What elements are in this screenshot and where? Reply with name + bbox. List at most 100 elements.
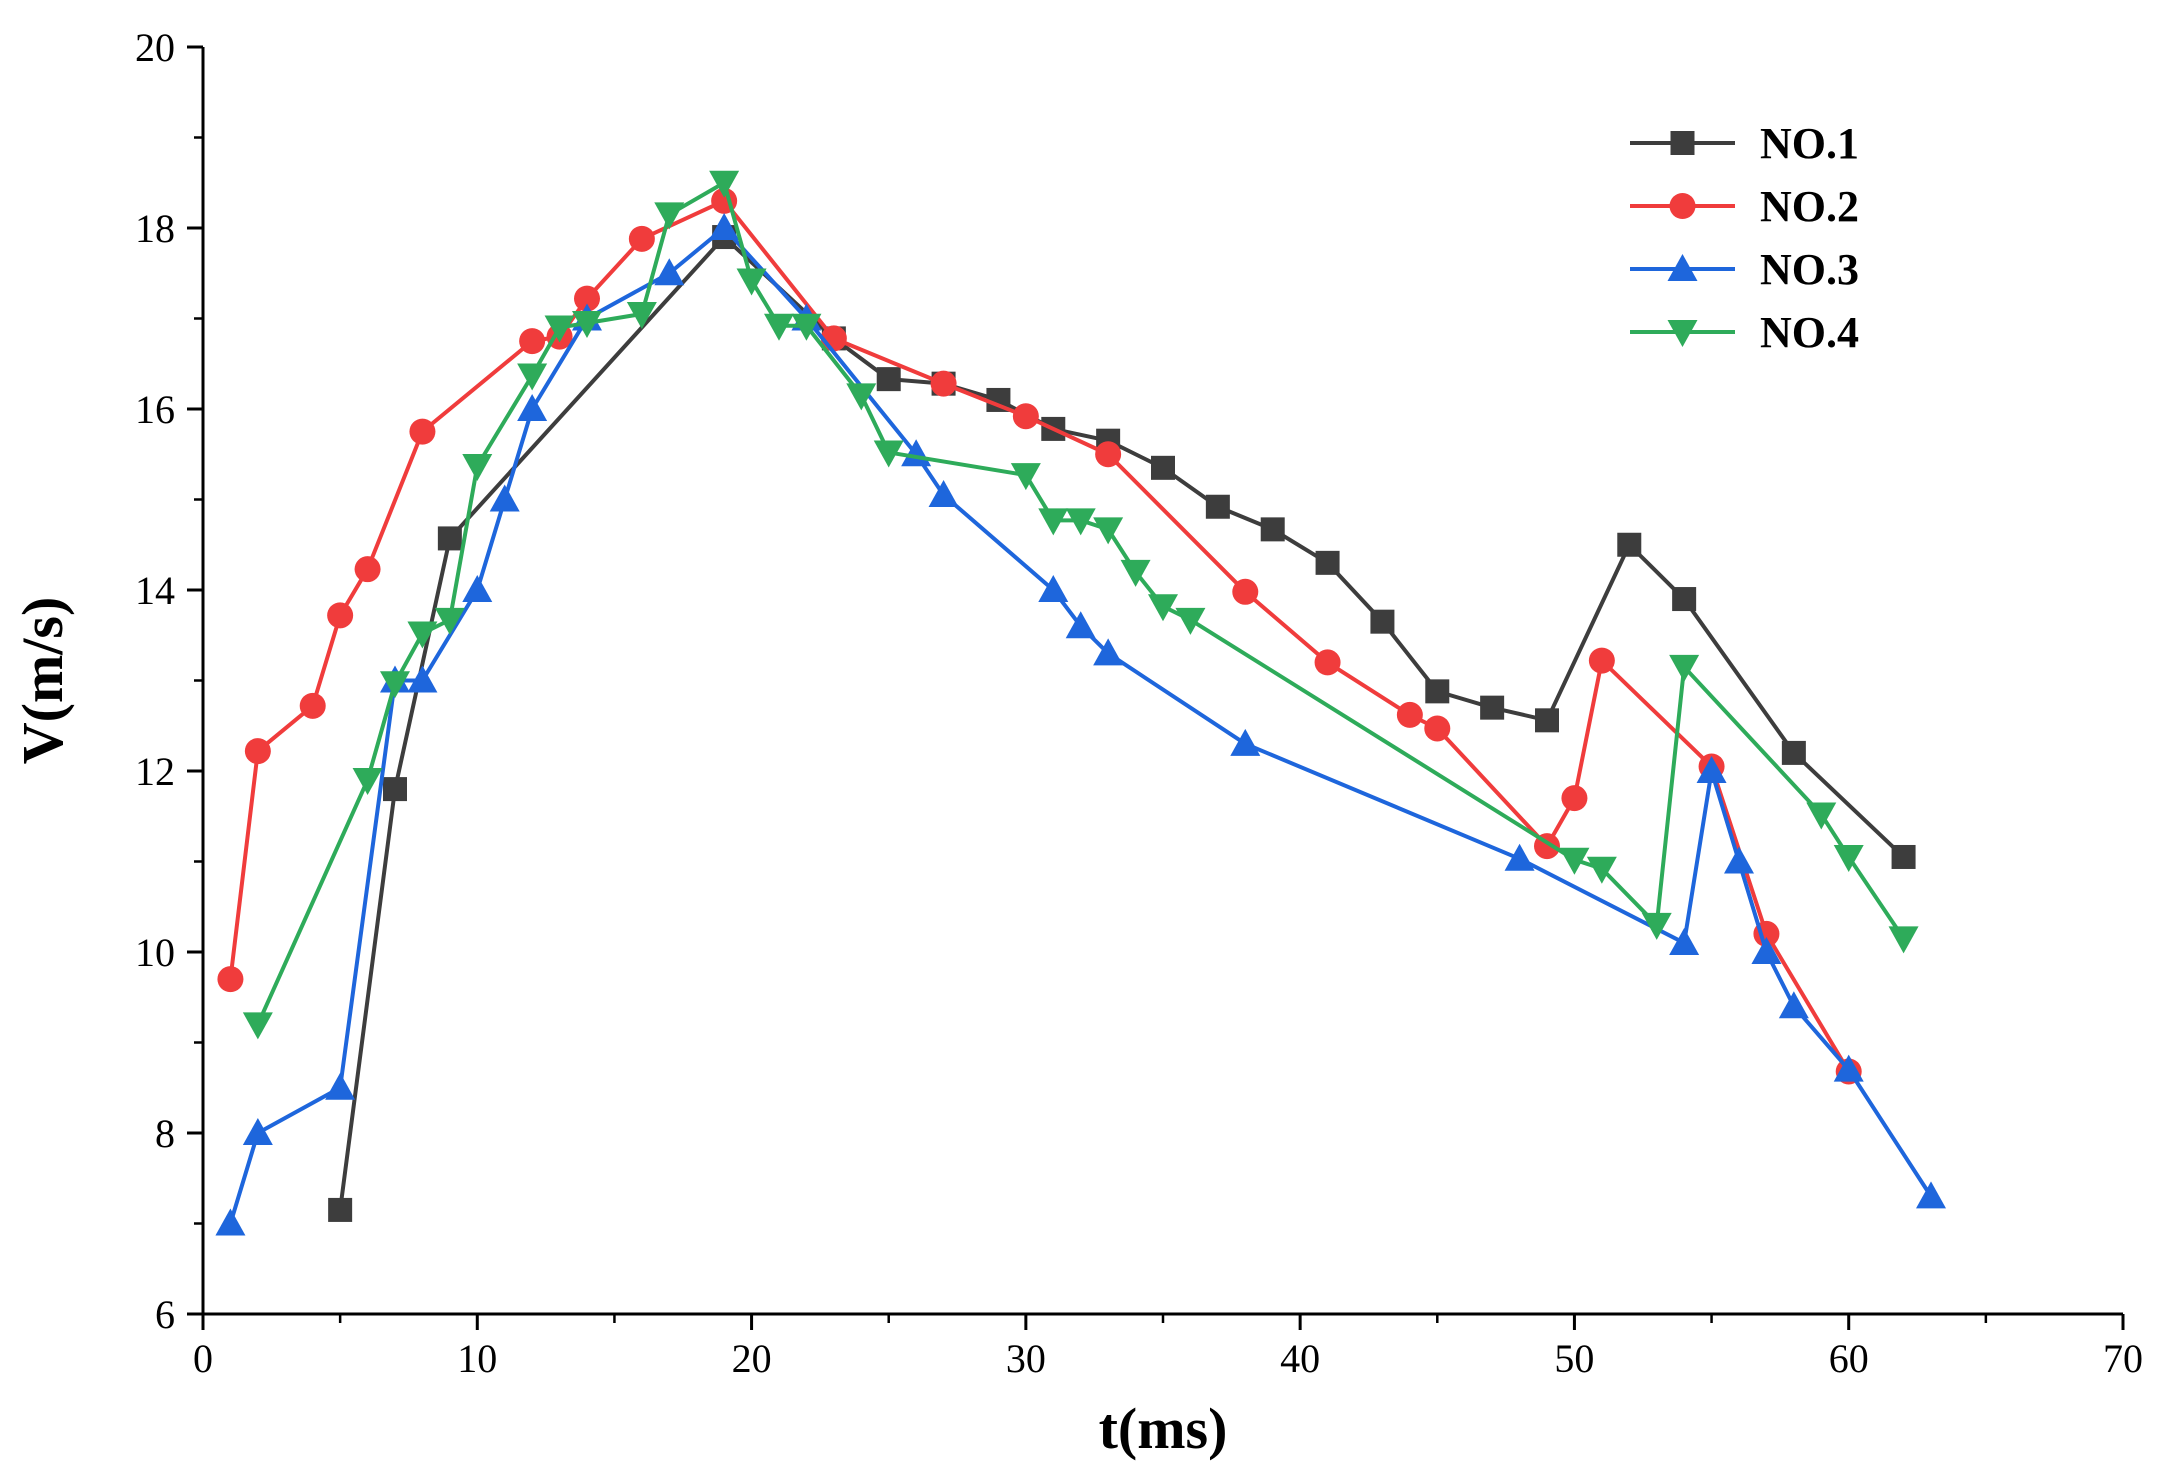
- legend-item: NO.3: [1630, 245, 1859, 294]
- data-point: [1586, 856, 1617, 884]
- data-point: [873, 440, 904, 468]
- data-point: [1148, 594, 1178, 622]
- series-no2: [217, 187, 1862, 1085]
- data-point: [462, 575, 493, 602]
- x-axis: 0 10 20 30 40 50 60 70: [193, 1312, 2143, 1381]
- data-point: [709, 213, 740, 240]
- x-tick-label: 40: [1280, 1336, 1320, 1381]
- data-point: [1778, 991, 1809, 1019]
- data-point: [654, 202, 685, 230]
- y-tick-label: 16: [135, 387, 175, 432]
- data-point: [1232, 578, 1259, 605]
- data-point: [572, 311, 602, 339]
- data-point: [544, 315, 575, 343]
- data-point: [462, 454, 493, 482]
- x-tick-label: 10: [457, 1336, 497, 1381]
- data-point: [325, 1072, 356, 1100]
- data-point: [1561, 785, 1588, 812]
- data-point: [1781, 740, 1806, 765]
- data-point: [846, 383, 877, 411]
- data-point: [1806, 802, 1837, 830]
- data-point: [1230, 728, 1261, 756]
- x-tick-label: 60: [1829, 1336, 1869, 1381]
- data-point: [409, 418, 436, 445]
- data-point: [1724, 846, 1754, 874]
- data-point: [328, 1197, 353, 1222]
- data-point: [1696, 756, 1727, 783]
- data-point: [928, 479, 959, 507]
- data-point: [1010, 463, 1041, 491]
- data-point: [1641, 912, 1672, 940]
- data-point: [437, 526, 462, 551]
- y-tick-label: 14: [135, 568, 175, 613]
- x-tick-label: 0: [193, 1336, 213, 1381]
- data-point: [489, 484, 520, 512]
- data-point: [215, 1208, 246, 1236]
- data-point: [1891, 844, 1916, 869]
- x-tick-label: 70: [2103, 1336, 2143, 1381]
- data-point: [1370, 609, 1395, 634]
- y-axis: 6 8 10 12 14 16 18 20: [135, 25, 205, 1337]
- data-point: [1093, 638, 1124, 666]
- data-point: [1916, 1181, 1946, 1209]
- data-point: [1151, 455, 1175, 480]
- legend-item: NO.4: [1630, 308, 1859, 357]
- series-line: [256, 180, 1906, 1026]
- data-point: [1669, 927, 1700, 955]
- data-point: [1065, 611, 1096, 639]
- legend-item: NO.1: [1630, 119, 1859, 168]
- legend-label: NO.3: [1760, 245, 1859, 294]
- series-line: [228, 226, 1933, 1225]
- data-point: [1504, 843, 1535, 871]
- legend: NO.1 NO.2 NO.3 NO.4: [1630, 119, 1859, 357]
- data-point: [626, 301, 657, 329]
- data-point: [1669, 654, 1700, 682]
- x-tick-label: 50: [1554, 1336, 1594, 1381]
- x-axis-title: t(ms): [1099, 1396, 1228, 1461]
- data-point: [1120, 559, 1151, 587]
- data-point: [1012, 403, 1039, 430]
- y-axis-title: V(m/s): [10, 597, 75, 765]
- series-no4: [242, 170, 1919, 1040]
- data-point: [242, 1118, 273, 1145]
- y-tick-label: 18: [135, 206, 175, 251]
- data-point: [352, 768, 383, 796]
- data-point: [1535, 708, 1559, 733]
- data-point: [1175, 607, 1206, 635]
- legend-label: NO.2: [1760, 182, 1859, 231]
- legend-marker: [1669, 193, 1696, 219]
- data-point: [1833, 1054, 1864, 1082]
- data-point: [217, 966, 244, 993]
- data-point: [1559, 847, 1590, 875]
- data-point: [876, 367, 901, 392]
- data-point: [1314, 649, 1341, 676]
- y-tick-label: 8: [155, 1111, 175, 1156]
- y-tick-label: 20: [135, 25, 175, 70]
- legend-label: NO.4: [1760, 308, 1859, 357]
- data-point: [1588, 647, 1615, 674]
- y-tick-label: 10: [135, 930, 175, 975]
- data-point: [574, 285, 600, 312]
- legend-marker: [1670, 131, 1695, 155]
- data-point: [1396, 701, 1423, 728]
- data-point: [1095, 441, 1122, 468]
- data-point: [1672, 587, 1697, 612]
- data-point: [1833, 844, 1864, 872]
- data-point: [354, 556, 381, 583]
- plot-area: [215, 170, 1946, 1236]
- data-point: [434, 607, 465, 635]
- legend-item: NO.2: [1630, 182, 1859, 231]
- legend-marker: [1667, 254, 1698, 281]
- data-point: [327, 602, 354, 629]
- data-point: [764, 313, 794, 341]
- data-point: [1480, 695, 1505, 720]
- x-tick-label: 30: [1006, 1336, 1046, 1381]
- data-point: [1065, 508, 1096, 536]
- data-point: [1888, 926, 1919, 954]
- data-point: [791, 313, 822, 341]
- data-point: [1751, 937, 1782, 964]
- series-no3: [215, 213, 1946, 1236]
- data-point: [1424, 715, 1451, 742]
- data-point: [1617, 532, 1642, 557]
